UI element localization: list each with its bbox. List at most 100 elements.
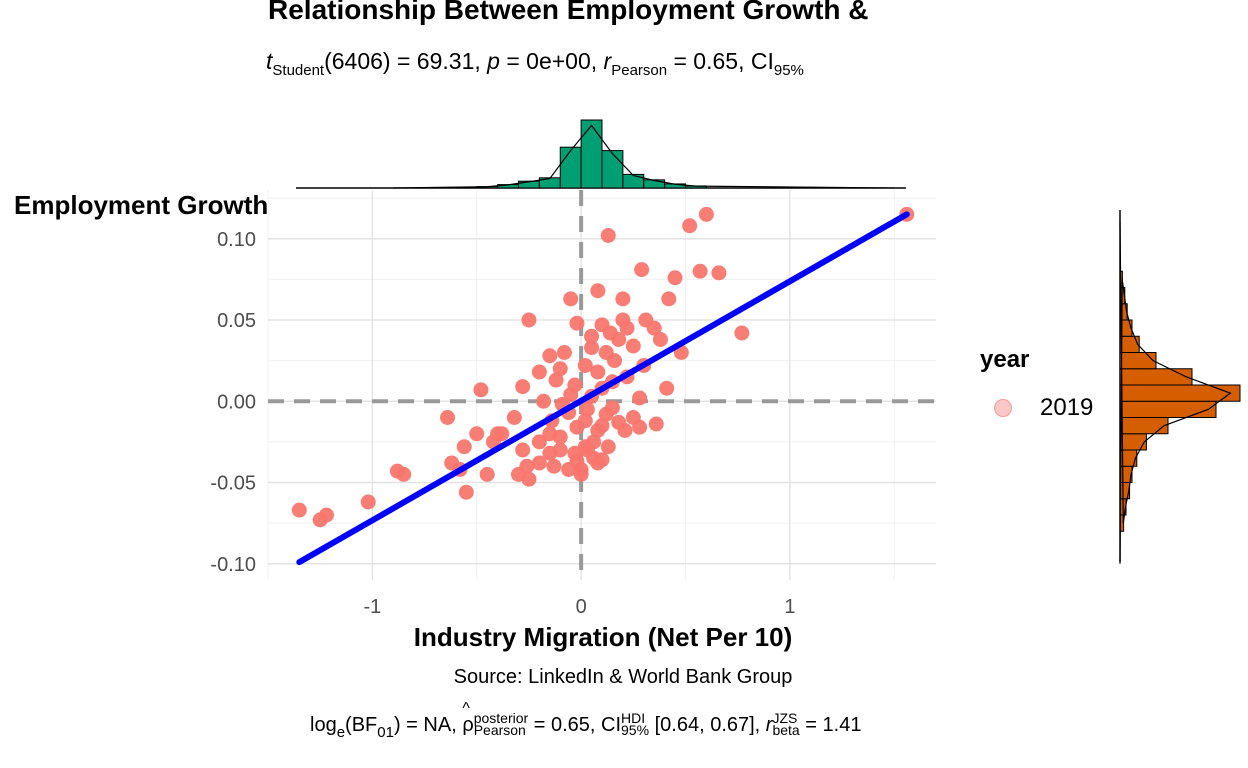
- data-point: [531, 434, 547, 450]
- data-point: [634, 262, 650, 278]
- right-marginal-histogram: [1119, 210, 1241, 564]
- y-tick-label: 0.10: [217, 229, 256, 251]
- data-point: [521, 312, 537, 328]
- data-point: [692, 263, 708, 279]
- data-point: [531, 455, 547, 471]
- data-point: [646, 320, 662, 336]
- data-point: [531, 364, 547, 380]
- data-point: [556, 345, 572, 360]
- data-point: [667, 270, 683, 286]
- data-point: [563, 387, 579, 403]
- legend-key-swatch: [994, 399, 1012, 417]
- top-histogram-bar: [559, 146, 582, 189]
- data-point: [440, 410, 456, 425]
- data-point: [546, 458, 562, 474]
- data-point: [600, 439, 616, 455]
- subtitle-r-value: = 0.65, CI: [667, 48, 774, 74]
- data-point: [632, 419, 648, 435]
- top-histogram-bar: [580, 119, 603, 189]
- data-point: [515, 379, 531, 395]
- data-point: [473, 382, 489, 398]
- data-point: [648, 416, 664, 432]
- data-point: [515, 442, 531, 458]
- data-point: [625, 338, 641, 354]
- data-point: [456, 439, 472, 455]
- data-point: [521, 471, 537, 487]
- data-point: [615, 291, 631, 307]
- data-point: [652, 332, 668, 347]
- data-point: [682, 218, 698, 234]
- data-point: [607, 353, 623, 369]
- y-tick-label: 0.00: [217, 391, 256, 413]
- data-point: [458, 484, 474, 500]
- data-point: [661, 291, 677, 307]
- data-point: [506, 410, 522, 425]
- data-point: [479, 466, 495, 482]
- data-point: [590, 283, 606, 299]
- data-point: [548, 372, 564, 388]
- chart-title: Relationship Between Employment Growth &: [268, 0, 869, 25]
- data-point: [632, 390, 648, 406]
- data-point: [711, 265, 727, 281]
- data-point: [312, 512, 328, 528]
- data-point: [569, 315, 585, 331]
- subtitle-p-symbol: p: [487, 48, 500, 74]
- data-point: [360, 494, 376, 510]
- right-histogram-bar: [1119, 433, 1147, 451]
- data-point: [698, 206, 714, 222]
- data-point: [577, 358, 593, 373]
- data-point: [600, 228, 616, 243]
- data-point: [542, 348, 558, 364]
- data-point: [573, 462, 589, 477]
- data-point: [734, 325, 750, 341]
- subtitle-ci-subscript: 95%: [773, 62, 804, 79]
- data-point: [563, 291, 579, 307]
- data-point: [577, 439, 593, 455]
- x-tick-label: -1: [363, 596, 381, 618]
- data-point: [291, 502, 307, 518]
- top-histogram-bar: [601, 150, 624, 189]
- data-point: [598, 406, 614, 422]
- data-point: [469, 426, 485, 442]
- subtitle-r-symbol: ^r: [603, 48, 613, 74]
- bayes-caption: loge(BF01) = NA, ^ ρ posterior Pearson = 0.…: [310, 700, 862, 741]
- data-point: [590, 364, 606, 380]
- y-tick-label: -0.05: [210, 473, 256, 495]
- top-histogram-bar: [622, 173, 645, 189]
- data-point: [594, 418, 610, 434]
- data-point: [552, 361, 568, 377]
- right-histogram-bar: [1119, 400, 1217, 418]
- x-axis-label: Industry Migration (Net Per 10): [413, 622, 793, 652]
- data-point: [579, 401, 595, 417]
- right-histogram-bar: [1119, 335, 1140, 353]
- y-tick-label: 0.05: [217, 310, 256, 332]
- y-tick-label: -0.10: [210, 554, 256, 576]
- regression-line: [296, 211, 910, 566]
- right-histogram-bar: [1119, 368, 1193, 386]
- chart-subtitle: tStudent(6406) = 69.31, p = 0e+00, ^rPea…: [266, 48, 934, 79]
- data-point: [611, 332, 627, 347]
- subtitle-t-symbol: t: [266, 48, 273, 74]
- x-tick-label: 1: [784, 596, 795, 618]
- data-point: [594, 317, 610, 333]
- plot-panel: -1 0 1 -0.10 -0.05 0.00 0.05 0.10: [210, 190, 936, 618]
- chart-caption: Source: LinkedIn & World Bank Group: [453, 666, 793, 688]
- subtitle-r-subscript: Pearson: [611, 62, 668, 79]
- subtitle-df-stat: (6406) = 69.31,: [324, 48, 488, 74]
- legend-title: year: [980, 346, 1030, 373]
- data-point: [659, 380, 675, 396]
- right-histogram-bar: [1119, 417, 1169, 435]
- data-point: [569, 419, 585, 435]
- data-point: [396, 466, 412, 482]
- subtitle-p-value: = 0e+00,: [499, 48, 604, 74]
- legend-label: 2019: [1040, 394, 1094, 421]
- data-point: [552, 442, 568, 458]
- right-histogram-bar: [1119, 352, 1157, 370]
- data-point: [586, 450, 602, 466]
- top-marginal-histogram: [296, 119, 906, 189]
- data-point: [619, 320, 635, 336]
- subtitle-t-subscript: Student: [272, 62, 325, 79]
- data-point: [536, 393, 552, 409]
